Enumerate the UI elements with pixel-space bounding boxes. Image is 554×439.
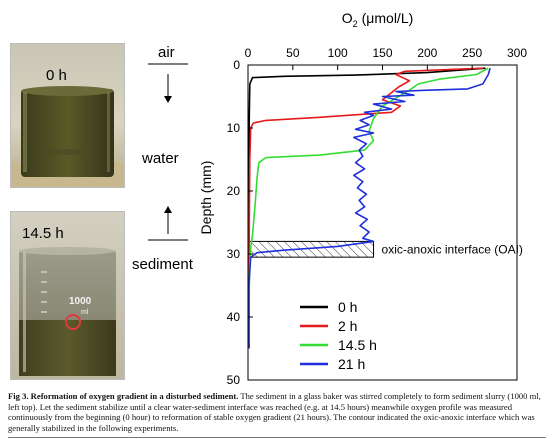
series-line-21-h (248, 67, 491, 349)
x-tick-label: 0 (245, 46, 252, 60)
beaker-unit-text: ml (81, 309, 89, 316)
beaker-0h-illustration (11, 44, 124, 187)
y-tick-label: 10 (227, 121, 241, 135)
y-tick-label: 30 (227, 247, 241, 261)
series-line-14-5-h (248, 67, 489, 349)
x-tick-label: 250 (462, 46, 482, 60)
y-tick-label: 0 (233, 58, 240, 72)
legend-label: 21 h (338, 356, 365, 372)
x-tick-label: 50 (286, 46, 300, 60)
caption-bottom-rule (8, 437, 546, 438)
label-sediment: sediment (132, 256, 193, 273)
legend-label: 14.5 h (338, 337, 377, 353)
series-line-2-h (248, 67, 483, 349)
series-line-0-h (248, 67, 486, 349)
x-tick-label: 200 (417, 46, 437, 60)
y-tick-label: 40 (227, 310, 241, 324)
caption-figure-label: Fig 3. Reformation of oxygen gradient in… (8, 391, 239, 401)
legend-label: 0 h (338, 299, 357, 315)
y-tick-label: 50 (227, 373, 241, 387)
figure-caption: Fig 3. Reformation of oxygen gradient in… (8, 391, 546, 433)
x-tick-label: 150 (372, 46, 392, 60)
label-air: air (158, 44, 175, 61)
y-tick-label: 20 (227, 184, 241, 198)
photo-time-label-0h: 0 h (46, 67, 67, 84)
x-tick-label: 100 (328, 46, 348, 60)
oxygen-profile-chart: 0 50 100 150 200 250 300 0 10 20 30 40 50 O2 (μmol/L)… (198, 10, 528, 387)
up-arrow-icon (164, 206, 172, 213)
x-axis-label: O2 (μmol/L) (342, 10, 414, 29)
label-water: water (142, 150, 179, 167)
legend: 0 h 2 h 14.5 h 21 h (300, 299, 377, 372)
y-axis-label: Depth (mm) (198, 161, 214, 235)
beaker-volume-text: 1000 (69, 296, 92, 307)
photo-beaker-14-5h: 1000 ml 14.5 h (10, 211, 125, 380)
beaker-14-5h-illustration: 1000 ml (11, 212, 124, 379)
interface-arrows (148, 63, 188, 241)
caption-body: The sediment in a glass baker was stirre… (8, 391, 541, 433)
photo-time-label-14-5h: 14.5 h (22, 225, 64, 242)
down-arrow-icon (164, 96, 172, 103)
oai-annotation: oxic-anoxic interface (OAI) (382, 243, 523, 257)
legend-label: 2 h (338, 318, 357, 334)
plot-area: 0 50 100 150 200 250 300 0 10 20 30 40 50 (227, 46, 528, 387)
photo-beaker-0h: 0 h (10, 43, 125, 188)
x-tick-label: 300 (507, 46, 527, 60)
